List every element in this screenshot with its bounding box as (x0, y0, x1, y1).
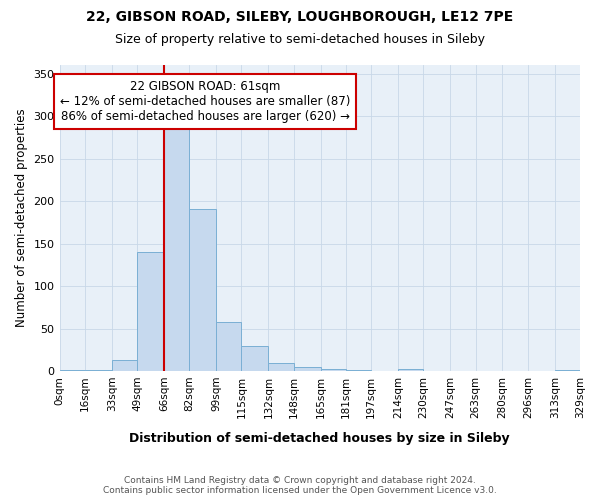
Bar (59, 370, 85, 371)
Bar (85, 370, 112, 371)
Bar (137, 252, 164, 371)
Bar (189, 208, 216, 371)
Bar (268, 364, 293, 371)
Bar (164, 127, 189, 371)
X-axis label: Distribution of semi-detached houses by size in Sileby: Distribution of semi-detached houses by … (130, 432, 510, 445)
Text: Contains HM Land Registry data © Crown copyright and database right 2024.
Contai: Contains HM Land Registry data © Crown c… (103, 476, 497, 495)
Bar (216, 322, 241, 371)
Bar (398, 368, 424, 371)
Bar (112, 360, 137, 371)
Text: Size of property relative to semi-detached houses in Sileby: Size of property relative to semi-detach… (115, 32, 485, 46)
Bar (293, 367, 320, 371)
Bar (346, 370, 371, 371)
Bar (554, 370, 580, 371)
Y-axis label: Number of semi-detached properties: Number of semi-detached properties (15, 109, 28, 328)
Bar (320, 370, 346, 371)
Text: 22 GIBSON ROAD: 61sqm
← 12% of semi-detached houses are smaller (87)
86% of semi: 22 GIBSON ROAD: 61sqm ← 12% of semi-deta… (60, 80, 350, 124)
Text: 22, GIBSON ROAD, SILEBY, LOUGHBOROUGH, LE12 7PE: 22, GIBSON ROAD, SILEBY, LOUGHBOROUGH, L… (86, 10, 514, 24)
Bar (241, 346, 268, 371)
